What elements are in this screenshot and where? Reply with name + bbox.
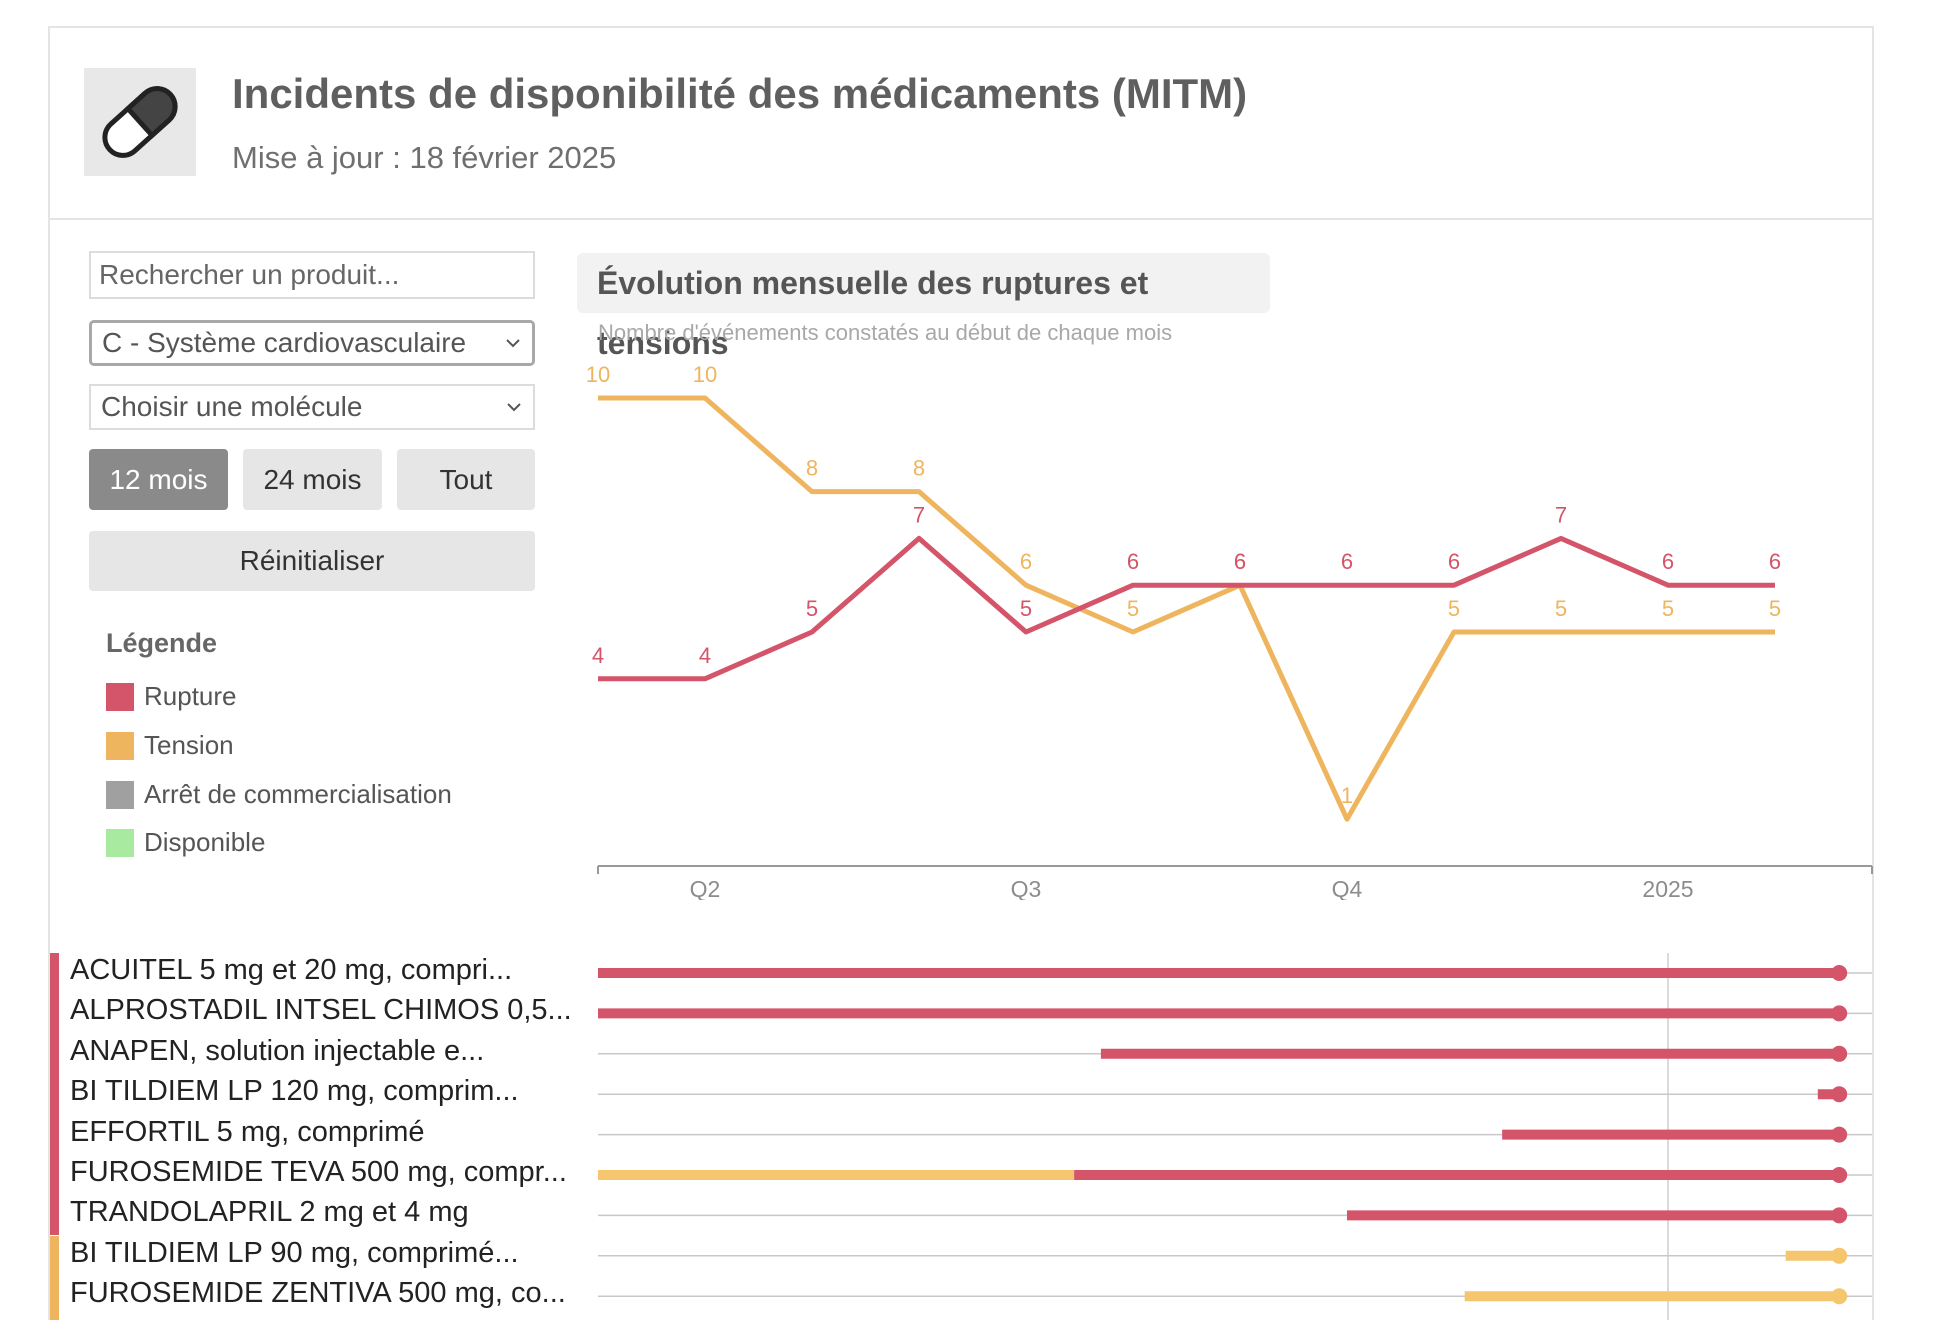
tension-data-label: 1 (1341, 783, 1353, 808)
product-search-input[interactable] (89, 251, 535, 299)
tension-data-label: 10 (586, 362, 610, 387)
rupture-data-label: 7 (913, 502, 925, 527)
tension-data-label: 5 (1662, 596, 1674, 621)
molecule-select[interactable]: Choisir une molécule (89, 384, 535, 430)
legend-item-disponible: Disponible (106, 827, 265, 858)
x-tick-label: Q4 (1332, 876, 1363, 900)
product-name[interactable]: FUROSEMIDE ZENTIVA 500 mg, co... (70, 1277, 566, 1310)
tension-data-label: 10 (693, 362, 717, 387)
period-24-months-button[interactable]: 24 mois (243, 449, 382, 510)
category-select-value: C - Système cardiovasculaire (102, 327, 467, 358)
x-tick-label: Q2 (690, 876, 721, 900)
tension-data-label: 8 (913, 456, 925, 481)
legend-item-arret: Arrêt de commercialisation (106, 779, 452, 810)
rupture-data-label: 6 (1769, 549, 1781, 574)
legend-swatch-disponible (106, 828, 134, 857)
tension-data-label: 6 (1234, 549, 1246, 574)
rupture-data-label: 7 (1555, 502, 1567, 527)
legend-label: Arrêt de commercialisation (144, 779, 452, 809)
rupture-data-label: 4 (592, 643, 604, 668)
rupture-data-label: 6 (1127, 549, 1139, 574)
tension-data-label: 5 (1555, 596, 1567, 621)
legend-label: Tension (144, 730, 234, 760)
product-name[interactable]: BI TILDIEM LP 120 mg, comprim... (70, 1075, 519, 1108)
rupture-series-line (598, 535, 1775, 682)
pill-capsule-icon (84, 68, 196, 176)
chevron-down-icon (506, 339, 520, 348)
tension-data-label: 5 (1127, 596, 1139, 621)
page-title: Incidents de disponibilité des médicamen… (232, 70, 1248, 117)
x-tick-label: Q3 (1011, 876, 1042, 900)
legend-swatch-arret (106, 780, 134, 809)
chevron-down-icon (507, 403, 521, 412)
period-all-button[interactable]: Tout (397, 449, 535, 510)
category-select[interactable]: C - Système cardiovasculaire (89, 320, 535, 366)
legend-item-tension: Tension (106, 730, 234, 761)
legend-swatch-rupture (106, 682, 134, 711)
rupture-data-label: 5 (806, 596, 818, 621)
chart-title: Évolution mensuelle des ruptures et tens… (577, 253, 1270, 361)
product-name[interactable]: BI TILDIEM LP 90 mg, comprimé... (70, 1236, 519, 1269)
tension-data-label: 5 (1448, 596, 1460, 621)
legend-swatch-tension (106, 731, 134, 760)
product-name[interactable]: ALPROSTADIL INTSEL CHIMOS 0,5... (70, 994, 572, 1027)
legend-title: Légende (106, 628, 218, 658)
tension-data-label: 6 (1020, 549, 1032, 574)
legend-label: Rupture (144, 681, 237, 711)
tension-data-label: 5 (1769, 596, 1781, 621)
reset-button[interactable]: Réinitialiser (89, 531, 535, 591)
rupture-data-label: 6 (1662, 549, 1674, 574)
molecule-select-value: Choisir une molécule (101, 391, 363, 422)
product-name[interactable]: EFFORTIL 5 mg, comprimé (70, 1115, 425, 1148)
product-name[interactable]: FUROSEMIDE TEVA 500 mg, compr... (70, 1156, 567, 1188)
dashboard-card: Incidents de disponibilité des médicamen… (48, 26, 1874, 1320)
header: Incidents de disponibilité des médicamen… (50, 28, 1872, 220)
rupture-data-label: 6 (1448, 549, 1460, 574)
legend-label: Disponible (144, 827, 266, 857)
rupture-data-label: 6 (1341, 549, 1353, 574)
rupture-data-label: 6 (1234, 549, 1246, 574)
x-tick-label: 2025 (1642, 876, 1693, 900)
chart-subtitle: Nombre d'événements constatés au début d… (598, 320, 1173, 345)
product-name[interactable]: ANAPEN, solution injectable e... (70, 1034, 485, 1067)
product-name[interactable]: LASILIX RETARD 60 mg, gélule... (70, 1318, 508, 1320)
product-name[interactable]: ACUITEL 5 mg et 20 mg, compri... (70, 954, 513, 986)
product-name[interactable]: TRANDOLAPRIL 2 mg et 4 mg (70, 1196, 469, 1229)
rupture-data-label: 5 (1020, 596, 1032, 621)
tension-data-label: 8 (806, 456, 818, 481)
tension-group-bar (50, 1235, 59, 1320)
legend-item-rupture: Rupture (106, 681, 237, 712)
rupture-group-bar (50, 953, 59, 1236)
update-date: Mise à jour : 18 février 2025 (232, 140, 617, 175)
period-12-months-button[interactable]: 12 mois (89, 449, 228, 510)
rupture-data-label: 4 (699, 643, 711, 668)
tension-series-line (598, 395, 1775, 822)
